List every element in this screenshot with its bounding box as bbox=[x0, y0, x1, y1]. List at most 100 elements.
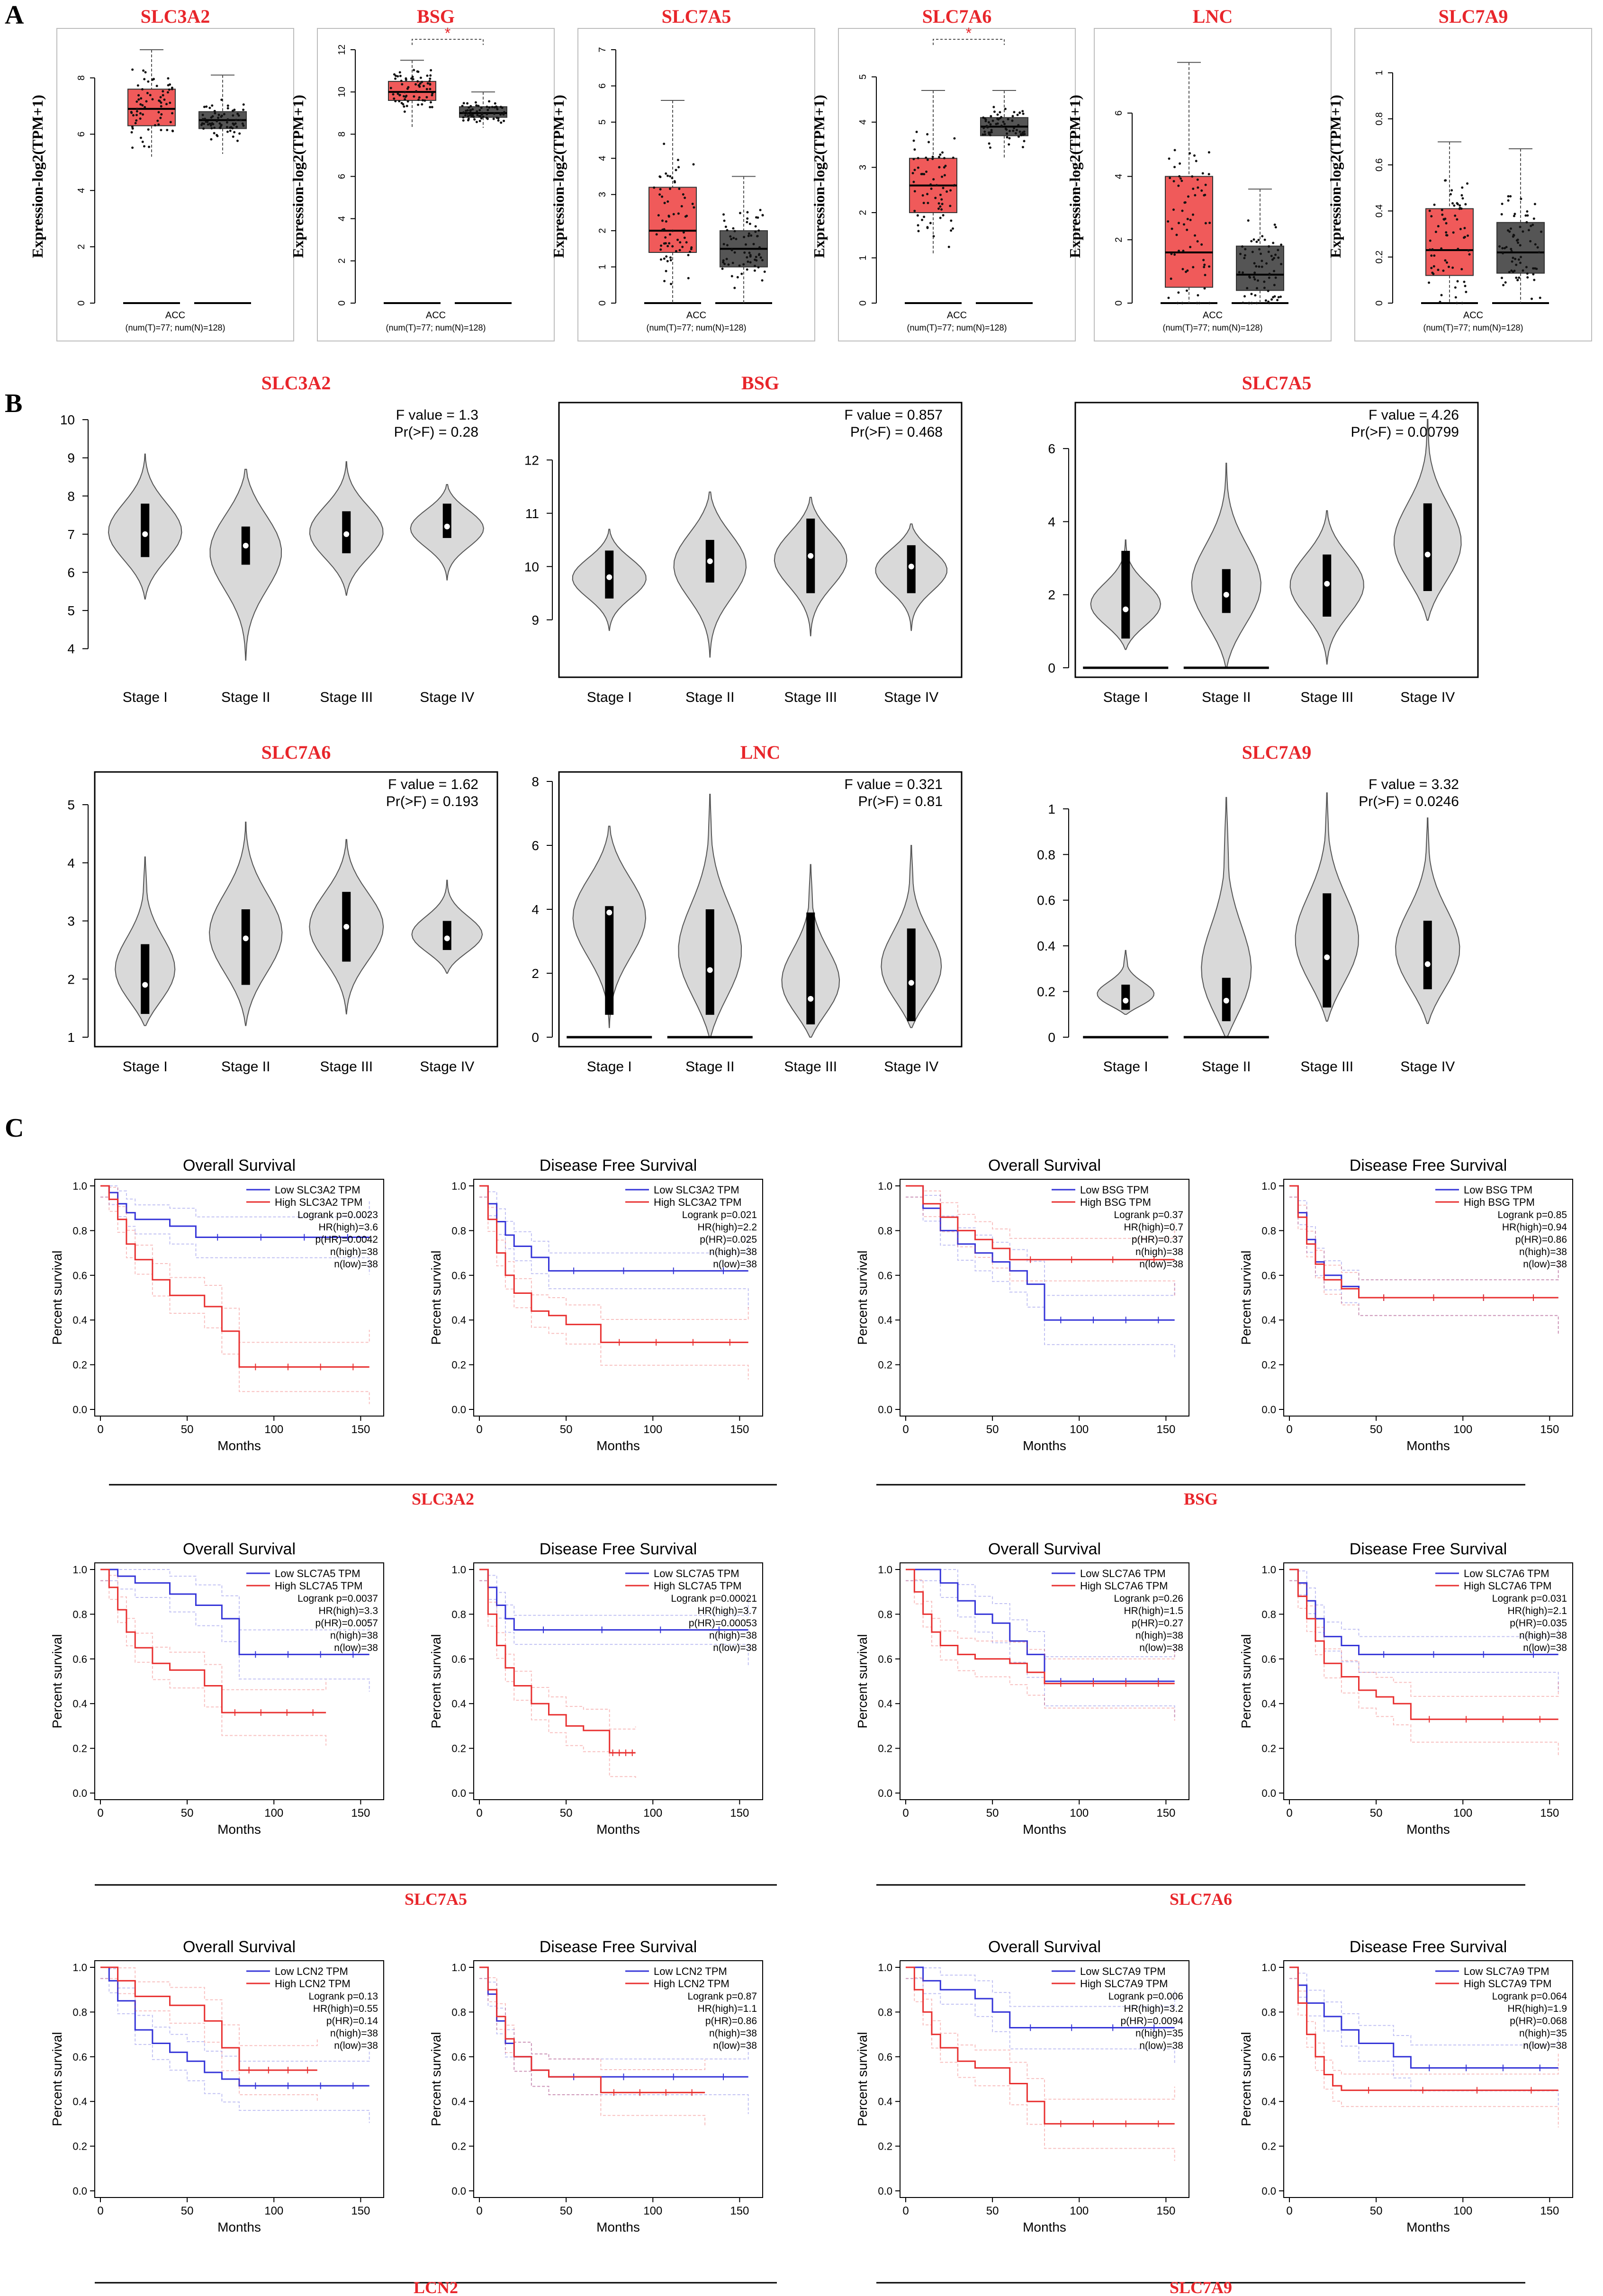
jitter-dot bbox=[1263, 280, 1266, 283]
jitter-dot bbox=[1267, 289, 1270, 292]
km-ylabel: Percent survival bbox=[429, 2032, 443, 2126]
y-tick-label: 0.6 bbox=[1261, 1270, 1276, 1282]
jitter-dot bbox=[131, 68, 134, 71]
y-tick-label: 0 bbox=[1114, 300, 1124, 305]
jitter-dot bbox=[1170, 252, 1173, 255]
jitter-dot bbox=[398, 94, 401, 97]
x-tick-label: 150 bbox=[730, 2205, 749, 2217]
boxplot-ylabel: Expression-log2(TPM+1) bbox=[811, 95, 828, 258]
y-tick-label: 0.4 bbox=[72, 1698, 87, 1710]
x-tick-label: 150 bbox=[351, 1423, 370, 1436]
violin-iqr-bar bbox=[1423, 503, 1432, 591]
jitter-dot bbox=[503, 111, 505, 114]
km-high-curve bbox=[1289, 1185, 1558, 1299]
jitter-dot bbox=[752, 242, 755, 245]
f-value-text: F value = 1.62 bbox=[388, 777, 478, 792]
violin-iqr-bar bbox=[1121, 985, 1130, 1010]
jitter-dot bbox=[1465, 290, 1468, 293]
jitter-dot bbox=[1461, 302, 1464, 305]
jitter-dot bbox=[1009, 130, 1011, 133]
jitter-dot bbox=[761, 214, 764, 217]
jitter-dot bbox=[1022, 112, 1025, 115]
jitter-dot bbox=[1525, 266, 1528, 269]
x-tick-label: 100 bbox=[643, 2205, 662, 2217]
jitter-dot bbox=[1268, 272, 1271, 275]
violin-iqr-bar bbox=[705, 909, 714, 1015]
jitter-dot bbox=[726, 229, 729, 232]
jitter-dot bbox=[1441, 208, 1443, 211]
jitter-dot bbox=[659, 176, 662, 179]
violin-category-label: Stage IV bbox=[420, 1059, 474, 1075]
jitter-dot bbox=[480, 107, 483, 109]
km-confidence-band bbox=[1289, 1185, 1559, 1281]
y-tick-label: 1.0 bbox=[451, 1564, 466, 1576]
jitter-dot bbox=[989, 123, 992, 126]
jitter-dot bbox=[1184, 201, 1187, 204]
y-tick-label: 4 bbox=[337, 216, 347, 221]
km-title: Overall Survival bbox=[183, 1540, 296, 1558]
jitter-dot bbox=[426, 82, 429, 85]
jitter-dot bbox=[1243, 254, 1246, 257]
y-tick-label: 1.0 bbox=[451, 1180, 466, 1192]
jitter-dot bbox=[1273, 295, 1276, 298]
jitter-dot bbox=[233, 131, 236, 134]
jitter-dot bbox=[1440, 247, 1443, 250]
km-low-curve bbox=[906, 1569, 1175, 1682]
y-tick-label: 0.4 bbox=[1374, 205, 1385, 218]
jitter-dot bbox=[1203, 266, 1206, 269]
jitter-dot bbox=[1527, 229, 1530, 232]
jitter-dot bbox=[167, 77, 170, 80]
pr-f-text: Pr(>F) = 0.193 bbox=[386, 794, 478, 809]
y-tick-label: 2 bbox=[1114, 237, 1124, 242]
jitter-dot bbox=[917, 157, 919, 160]
jitter-dot bbox=[917, 230, 920, 233]
jitter-dot bbox=[1012, 129, 1015, 132]
jitter-dot bbox=[676, 238, 679, 241]
boxplot-ylabel: Expression-log2(TPM+1) bbox=[1066, 95, 1083, 258]
x-tick-label: 0 bbox=[902, 1423, 909, 1436]
jitter-dot bbox=[141, 141, 144, 144]
y-tick-label: 0.8 bbox=[878, 2006, 892, 2018]
jitter-dot bbox=[242, 124, 245, 127]
km-stat: HR(high)=3.3 bbox=[319, 1605, 378, 1616]
y-tick-label: 0.0 bbox=[451, 2185, 466, 2197]
km-slc7a9-dfs: Disease Free Survival 0.0 0.2 0.4 0.6 0.8 1.0 0… bbox=[1239, 1938, 1573, 2234]
jitter-dot bbox=[1274, 276, 1277, 279]
tumor-box bbox=[1425, 208, 1474, 276]
violin-median-dot bbox=[1324, 954, 1330, 960]
jitter-dot bbox=[1509, 195, 1512, 197]
jitter-dot bbox=[160, 101, 162, 104]
jitter-dot bbox=[162, 90, 164, 93]
y-tick-label: 6 bbox=[531, 838, 539, 853]
jitter-dot bbox=[1173, 166, 1176, 169]
jitter-dot bbox=[1273, 284, 1276, 287]
y-tick-label: 0.2 bbox=[451, 2141, 466, 2152]
jitter-dot bbox=[1244, 248, 1247, 251]
jitter-dot bbox=[1204, 194, 1207, 197]
y-tick-label: 4 bbox=[597, 156, 608, 161]
km-low-curve bbox=[1289, 1185, 1558, 1299]
jitter-dot bbox=[502, 113, 505, 116]
jitter-dot bbox=[203, 106, 206, 108]
jitter-dot bbox=[1525, 221, 1528, 224]
x-tick-label: 100 bbox=[1453, 2205, 1472, 2217]
jitter-dot bbox=[756, 235, 759, 238]
jitter-dot bbox=[160, 113, 163, 116]
y-tick-label: 0.8 bbox=[1261, 2006, 1276, 2018]
jitter-dot bbox=[682, 231, 685, 234]
boxplot-frame bbox=[1094, 28, 1332, 341]
x-tick-label: 0 bbox=[476, 2205, 482, 2217]
jitter-dot bbox=[480, 117, 483, 120]
legend-label: Low SLC7A9 TPM bbox=[1080, 1965, 1166, 1977]
legend-label: High SLC3A2 TPM bbox=[654, 1196, 741, 1208]
violin-title: SLC7A6 bbox=[261, 742, 331, 763]
y-tick-label: 1.0 bbox=[878, 1564, 892, 1576]
km-xlabel: Months bbox=[596, 2220, 640, 2234]
violin-frame bbox=[558, 402, 963, 678]
jitter-dot bbox=[1202, 259, 1205, 261]
jitter-dot bbox=[912, 180, 915, 183]
jitter-dot bbox=[1513, 213, 1516, 215]
jitter-dot bbox=[1023, 140, 1026, 143]
jitter-dot bbox=[1430, 267, 1433, 269]
jitter-dot bbox=[398, 71, 401, 74]
